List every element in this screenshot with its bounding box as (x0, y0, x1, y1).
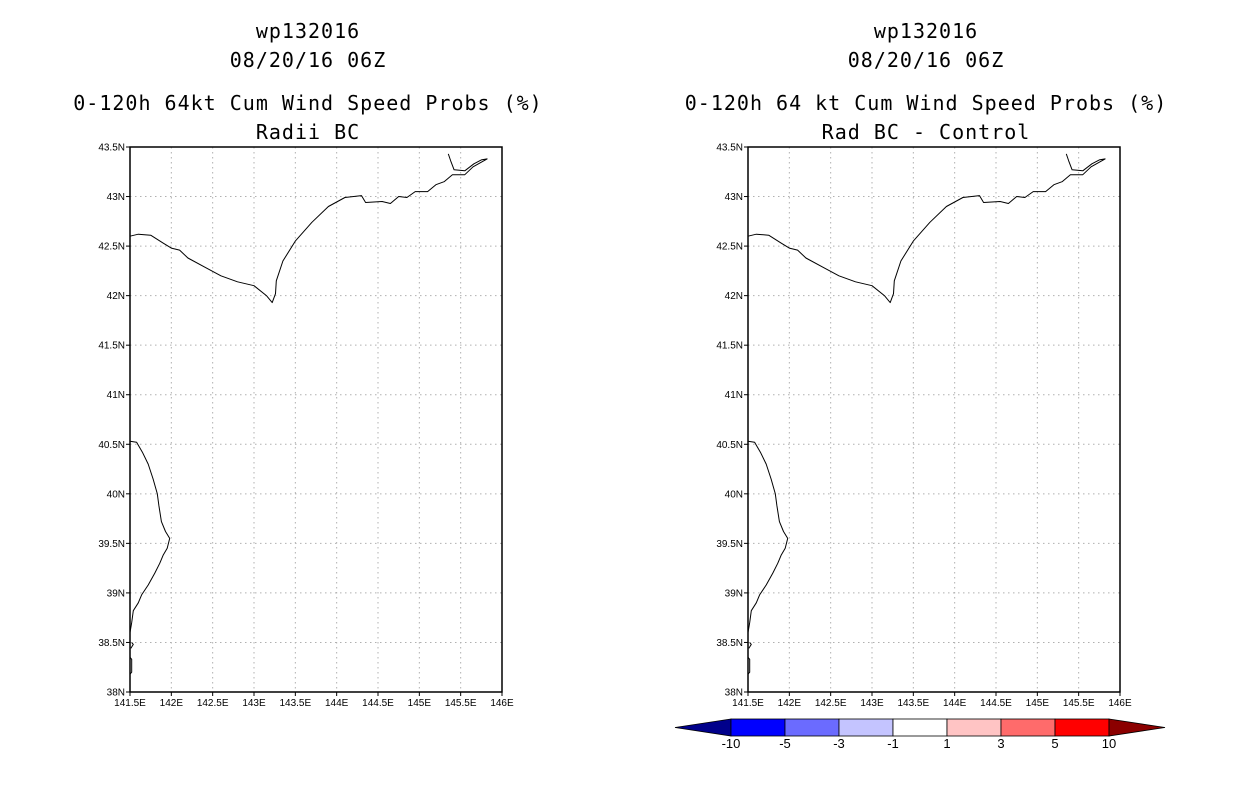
right-lat-label: 41N (725, 390, 743, 401)
right-lon-label: 142.5E (815, 698, 847, 709)
left-lon-label: 145E (408, 698, 432, 709)
right-map-frame (747, 146, 1121, 693)
colorbar-segment (892, 718, 948, 737)
right-lon-label: 146E (1108, 698, 1132, 709)
left-storm-id: wp132016 (255, 19, 361, 43)
colorbar-segment (730, 718, 786, 737)
right-lat-label: 39N (725, 588, 743, 599)
right-coastline (748, 642, 752, 649)
left-coastline (129, 656, 133, 675)
right-lon-label: 142E (778, 698, 802, 709)
right-lon-label: 145.5E (1063, 698, 1095, 709)
right-lon-label: 144E (943, 698, 967, 709)
left-lat-label: 42N (107, 291, 125, 302)
colorbar-label: -10 (722, 736, 741, 751)
right-storm-id: wp132016 (873, 19, 979, 43)
left-lon-label: 143E (242, 698, 266, 709)
colorbar-label: -5 (779, 736, 791, 751)
left-lon-label: 143.5E (279, 698, 311, 709)
left-lon-label: 144E (325, 698, 349, 709)
right-lat-label: 43.5N (716, 143, 743, 154)
right-lon-label: 141.5E (732, 698, 764, 709)
right-coastline (747, 440, 789, 633)
left-lat-label: 43N (107, 192, 125, 203)
left-lon-label: 144.5E (362, 698, 394, 709)
left-map-frame (129, 146, 503, 693)
left-coastline (129, 440, 171, 633)
right-lon-label: 144.5E (980, 698, 1012, 709)
left-product-title: 0-120h 64kt Cum Wind Speed Probs (%) (73, 91, 543, 115)
right-lat-label: 41.5N (716, 341, 743, 352)
right-plot-area (748, 147, 1120, 692)
colorbar-segment (1000, 718, 1056, 737)
right-lat-label: 43N (725, 192, 743, 203)
right-product-title: 0-120h 64 kt Cum Wind Speed Probs (%) (684, 91, 1168, 115)
left-lat-label: 42.5N (98, 242, 125, 253)
left-lat-label: 40N (107, 489, 125, 500)
left-lat-label: 39.5N (98, 539, 125, 550)
right-lat-label: 38.5N (716, 638, 743, 649)
left-lat-label: 39N (107, 588, 125, 599)
left-lon-label: 142.5E (197, 698, 229, 709)
left-coastline (130, 642, 134, 649)
right-lon-label: 143.5E (897, 698, 929, 709)
left-lat-label: 41N (107, 390, 125, 401)
left-datetime: 08/20/16 06Z (229, 48, 387, 72)
colorbar-high-arrow (1108, 718, 1166, 737)
right-lat-label: 38N (725, 688, 743, 699)
left-lon-label: 146E (490, 698, 514, 709)
right-coastline (747, 656, 751, 675)
colorbar-label: 1 (943, 736, 950, 751)
colorbar-label: 5 (1051, 736, 1058, 751)
colorbar-label: -3 (833, 736, 845, 751)
left-coastline (129, 153, 488, 304)
right-subtitle: Rad BC - Control (821, 120, 1031, 144)
colorbar-label: -1 (887, 736, 899, 751)
left-lat-label: 41.5N (98, 341, 125, 352)
colorbar-label: 10 (1102, 736, 1116, 751)
left-subtitle: Radii BC (255, 120, 361, 144)
right-coastline (747, 153, 1106, 304)
left-lon-label: 141.5E (114, 698, 146, 709)
colorbar-segment (838, 718, 894, 737)
right-lon-label: 143E (860, 698, 884, 709)
colorbar: -10 -5 -3 -1 1 3 5 10 (674, 718, 1166, 751)
right-lat-label: 40N (725, 489, 743, 500)
right-lon-label: 145E (1026, 698, 1050, 709)
left-lat-label: 38.5N (98, 638, 125, 649)
left-lat-label: 38N (107, 688, 125, 699)
colorbar-segment (946, 718, 1002, 737)
colorbar-segment (784, 718, 840, 737)
colorbar-segment (1054, 718, 1110, 737)
right-datetime: 08/20/16 06Z (847, 48, 1005, 72)
colorbar-low-arrow (674, 718, 732, 737)
left-lon-label: 142E (160, 698, 184, 709)
left-plot-area (130, 147, 502, 692)
colorbar-label: 3 (997, 736, 1004, 751)
left-lon-label: 145.5E (445, 698, 477, 709)
right-lat-label: 40.5N (716, 440, 743, 451)
left-lat-label: 40.5N (98, 440, 125, 451)
left-lat-label: 43.5N (98, 143, 125, 154)
right-lat-label: 39.5N (716, 539, 743, 550)
right-lat-label: 42.5N (716, 242, 743, 253)
right-lat-label: 42N (725, 291, 743, 302)
